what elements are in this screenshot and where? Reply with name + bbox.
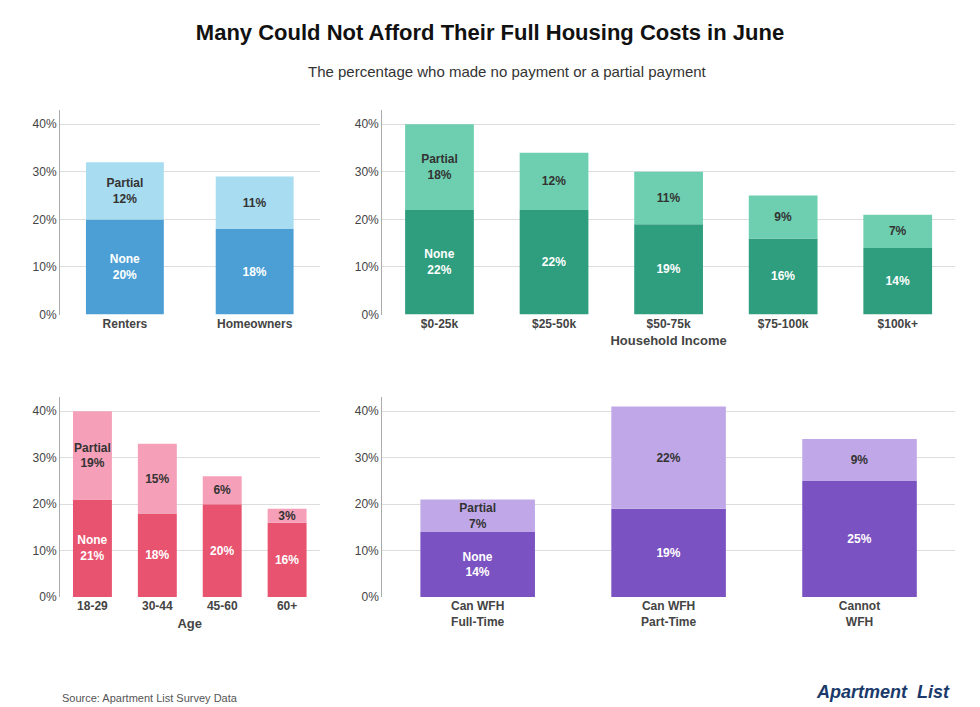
- svg-text:9%: 9%: [774, 210, 792, 224]
- svg-text:Partial7%: Partial7%: [459, 501, 496, 531]
- svg-text:20%: 20%: [210, 544, 234, 558]
- svg-text:0%: 0%: [39, 590, 57, 604]
- svg-text:Partial19%: Partial19%: [74, 441, 111, 471]
- svg-text:CannotWFH: CannotWFH: [839, 599, 880, 629]
- svg-text:19%: 19%: [656, 546, 680, 560]
- svg-text:45-60: 45-60: [207, 599, 238, 613]
- svg-text:30%: 30%: [355, 165, 379, 179]
- svg-text:List: List: [917, 682, 950, 702]
- svg-text:20%: 20%: [33, 213, 57, 227]
- svg-text:None20%: None20%: [110, 252, 140, 282]
- svg-text:40%: 40%: [33, 404, 57, 418]
- svg-text:25%: 25%: [847, 532, 871, 546]
- svg-text:22%: 22%: [656, 451, 680, 465]
- svg-text:40%: 40%: [33, 117, 57, 131]
- svg-text:$75-100k: $75-100k: [758, 317, 809, 331]
- svg-text:0%: 0%: [361, 590, 379, 604]
- svg-text:10%: 10%: [33, 260, 57, 274]
- svg-text:The percentage who made no pay: The percentage who made no payment or a …: [308, 63, 707, 80]
- svg-text:6%: 6%: [213, 483, 231, 497]
- svg-text:10%: 10%: [355, 260, 379, 274]
- svg-text:11%: 11%: [657, 191, 681, 205]
- svg-text:60+: 60+: [277, 599, 297, 613]
- svg-text:0%: 0%: [361, 308, 379, 322]
- svg-text:$0-25k: $0-25k: [421, 317, 459, 331]
- svg-text:10%: 10%: [355, 544, 379, 558]
- svg-text:40%: 40%: [355, 404, 379, 418]
- svg-text:10%: 10%: [33, 544, 57, 558]
- svg-text:$25-50k: $25-50k: [532, 317, 576, 331]
- svg-text:3%: 3%: [278, 509, 296, 523]
- svg-text:Partial18%: Partial18%: [421, 152, 458, 182]
- svg-text:19%: 19%: [656, 262, 680, 276]
- svg-text:40%: 40%: [355, 117, 379, 131]
- svg-text:16%: 16%: [275, 553, 299, 567]
- svg-text:Household Income: Household Income: [610, 333, 726, 348]
- svg-text:9%: 9%: [851, 453, 869, 467]
- svg-text:15%: 15%: [145, 472, 169, 486]
- svg-text:22%: 22%: [542, 255, 566, 269]
- svg-text:18%: 18%: [242, 265, 266, 279]
- svg-text:Age: Age: [177, 616, 202, 631]
- svg-text:None14%: None14%: [463, 550, 493, 580]
- svg-text:None21%: None21%: [77, 533, 107, 563]
- svg-text:$100k+: $100k+: [878, 317, 918, 331]
- svg-text:Partial12%: Partial12%: [107, 176, 144, 206]
- svg-text:14%: 14%: [886, 274, 910, 288]
- svg-text:Can WFHPart-Time: Can WFHPart-Time: [641, 599, 696, 629]
- svg-text:Source: Apartment List Survey: Source: Apartment List Survey Data: [62, 692, 238, 704]
- svg-text:None22%: None22%: [424, 247, 454, 277]
- svg-text:Homeowners: Homeowners: [217, 317, 293, 331]
- svg-text:Many Could Not Afford Their Fu: Many Could Not Afford Their Full Housing…: [196, 20, 784, 45]
- svg-text:12%: 12%: [542, 174, 566, 188]
- svg-text:20%: 20%: [355, 213, 379, 227]
- svg-text:Renters: Renters: [103, 317, 148, 331]
- svg-text:Apartment: Apartment: [816, 682, 908, 702]
- svg-text:0%: 0%: [39, 308, 57, 322]
- svg-text:11%: 11%: [243, 196, 267, 210]
- svg-text:$50-75k: $50-75k: [647, 317, 691, 331]
- svg-text:20%: 20%: [33, 497, 57, 511]
- svg-text:30%: 30%: [33, 165, 57, 179]
- svg-text:18-29: 18-29: [77, 599, 108, 613]
- svg-text:Can WFHFull-Time: Can WFHFull-Time: [451, 599, 505, 629]
- svg-text:20%: 20%: [355, 497, 379, 511]
- svg-text:7%: 7%: [889, 224, 907, 238]
- svg-text:30-44: 30-44: [142, 599, 173, 613]
- svg-text:30%: 30%: [33, 451, 57, 465]
- svg-text:30%: 30%: [355, 451, 379, 465]
- svg-text:16%: 16%: [771, 269, 795, 283]
- svg-text:18%: 18%: [145, 548, 169, 562]
